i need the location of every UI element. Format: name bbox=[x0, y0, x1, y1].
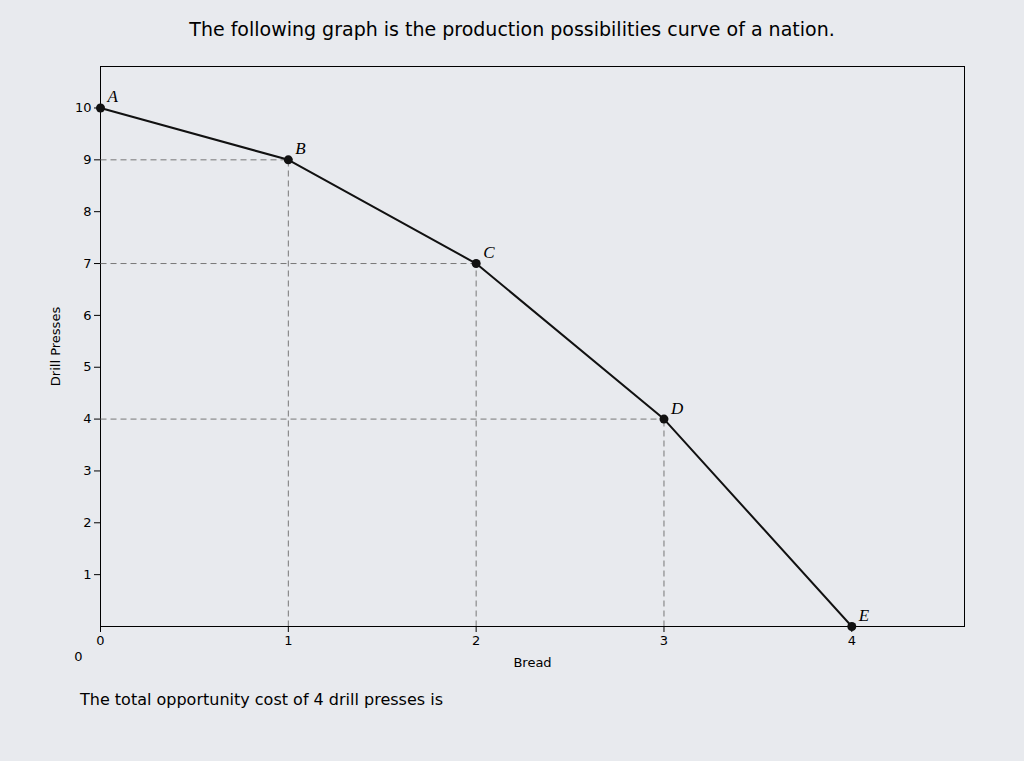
svg-text:Bread: Bread bbox=[513, 655, 551, 670]
svg-text:0: 0 bbox=[96, 633, 104, 648]
svg-text:7: 7 bbox=[83, 256, 91, 271]
svg-text:1: 1 bbox=[284, 633, 292, 648]
svg-text:Drill Presses: Drill Presses bbox=[48, 307, 63, 387]
svg-text:1: 1 bbox=[83, 567, 91, 582]
svg-text:2: 2 bbox=[472, 633, 480, 648]
svg-text:D: D bbox=[670, 399, 684, 418]
svg-text:10: 10 bbox=[75, 100, 92, 115]
svg-text:E: E bbox=[858, 606, 870, 625]
svg-text:5: 5 bbox=[83, 359, 91, 374]
svg-text:0: 0 bbox=[74, 649, 82, 664]
svg-text:A: A bbox=[107, 87, 119, 106]
svg-text:C: C bbox=[483, 243, 495, 262]
svg-text:B: B bbox=[295, 139, 306, 158]
svg-text:4: 4 bbox=[848, 633, 856, 648]
html-text:The total opportunity cost of: The total opportunity cost of 4 drill pr… bbox=[80, 690, 443, 709]
svg-text:3: 3 bbox=[83, 463, 91, 478]
svg-text:8: 8 bbox=[83, 204, 91, 219]
html-text:The following graph is the pro: The following graph is the production po… bbox=[189, 18, 835, 40]
svg-text:3: 3 bbox=[660, 633, 668, 648]
svg-text:2: 2 bbox=[83, 515, 91, 530]
svg-text:6: 6 bbox=[83, 308, 91, 323]
svg-text:4: 4 bbox=[83, 411, 91, 426]
svg-text:9: 9 bbox=[83, 152, 91, 167]
